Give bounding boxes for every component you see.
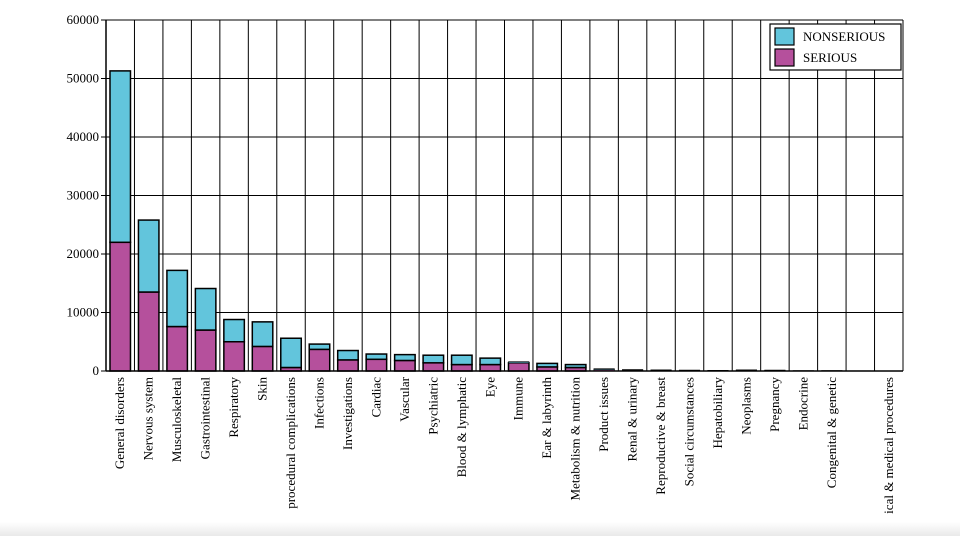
y-tick-label: 30000	[67, 188, 100, 203]
legend-swatch-serious	[775, 49, 794, 66]
category-label: Hepatobiliary	[710, 377, 725, 449]
category-label: General disorders	[112, 377, 127, 469]
bar-serious	[224, 342, 244, 371]
bar-nonserious	[138, 220, 158, 292]
bar-nonserious	[309, 344, 329, 349]
category-label: Vascular	[397, 376, 412, 421]
bar-nonserious	[110, 71, 130, 242]
bar-nonserious	[480, 358, 500, 364]
bar-serious	[110, 242, 130, 371]
bottom-fade	[0, 522, 960, 536]
category-label: Metabolism & nutrition	[568, 377, 583, 501]
category-label: Psychiatric	[425, 377, 440, 435]
category-label: Reproductive & breast	[653, 377, 668, 495]
category-label: Cardiac	[368, 377, 383, 418]
category-label: Investigations	[340, 377, 355, 450]
category-label: Pregnancy	[767, 377, 782, 432]
category-label: Skin	[255, 377, 270, 401]
category-label: Infections	[311, 377, 326, 429]
category-label: Ear & labyrinth	[539, 377, 554, 459]
bar-nonserious	[622, 370, 642, 371]
bar-nonserious	[565, 365, 585, 368]
y-tick-label: 50000	[67, 71, 100, 86]
bar-nonserious	[452, 355, 472, 364]
bar-serious	[338, 360, 358, 371]
legend-label-nonserious: NONSERIOUS	[803, 29, 885, 44]
bar-nonserious	[224, 320, 244, 342]
bar-serious	[508, 363, 528, 371]
bar-nonserious	[167, 270, 187, 326]
bar-serious	[480, 365, 500, 371]
bar-nonserious	[366, 354, 386, 359]
bar-nonserious	[423, 355, 443, 363]
category-label: Renal & urinary	[625, 377, 640, 462]
bar-nonserious	[252, 322, 272, 347]
bar-nonserious	[395, 355, 415, 361]
bar-serious	[309, 349, 329, 371]
category-label: Product issues	[596, 377, 611, 452]
y-tick-label: 10000	[67, 305, 100, 320]
category-label: Eye	[482, 377, 497, 397]
category-label: Social circumstances	[682, 377, 697, 486]
category-label: Respiratory	[226, 377, 241, 438]
bar-nonserious	[195, 289, 215, 331]
bar-serious	[195, 330, 215, 371]
bar-serious	[167, 327, 187, 371]
category-label: Immune	[511, 377, 526, 421]
bar-nonserious	[338, 351, 358, 360]
bar-nonserious	[537, 363, 557, 367]
bar-nonserious	[508, 362, 528, 363]
category-label: Blood & lymphatic	[454, 377, 469, 478]
bar-serious	[452, 365, 472, 371]
legend-label-serious: SERIOUS	[803, 50, 857, 65]
category-label: procedural complications	[283, 377, 298, 509]
legend-swatch-nonserious	[775, 28, 794, 45]
y-tick-label: 20000	[67, 246, 100, 261]
y-tick-label: 40000	[67, 129, 100, 144]
category-label: Gastrointestinal	[198, 377, 213, 460]
bar-serious	[252, 346, 272, 371]
bar-serious	[138, 292, 158, 371]
y-tick-label: 60000	[67, 12, 100, 27]
category-label: ical & medical procedures	[881, 377, 896, 514]
category-label: Nervous system	[141, 377, 156, 460]
category-label: Endocrine	[795, 377, 810, 431]
y-tick-label: 0	[93, 363, 100, 378]
bar-nonserious	[281, 338, 301, 367]
bar-serious	[423, 363, 443, 371]
bar-nonserious	[594, 369, 614, 370]
bar-serious	[395, 360, 415, 371]
category-label: Congenital & genetic	[824, 377, 839, 488]
bar-serious	[366, 359, 386, 371]
category-label: Musculoskeletal	[169, 377, 184, 463]
category-label: Neoplasms	[738, 377, 753, 435]
